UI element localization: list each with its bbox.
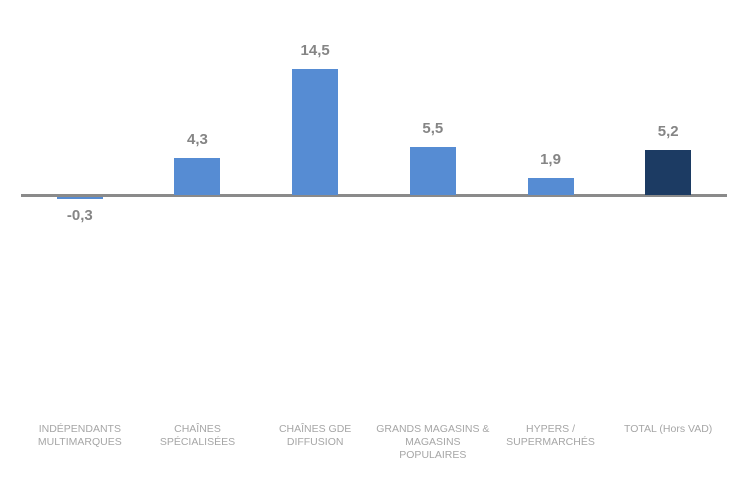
chart-category-group: 5,5 GRANDS MAGASINS & MAGASINS POPULAIRES xyxy=(374,0,492,479)
category-axis-label: HYPERS / SUPERMARCHÉS xyxy=(506,423,595,448)
bar-value-label: 5,5 xyxy=(422,120,444,138)
category-axis-label: TOTAL (Hors VAD) xyxy=(624,423,713,435)
bar-value-label: 1,9 xyxy=(540,151,561,169)
category-axis-label: INDÉPENDANTS MULTIMARQUES xyxy=(37,423,122,448)
bar xyxy=(409,147,456,195)
category-axis-label: CHAÎNES GDE DIFFUSION xyxy=(278,423,352,448)
bar-value-label: 4,3 xyxy=(187,130,208,148)
chart-category-group: 4,3 CHAÎNES SPÉCIALISÉES xyxy=(139,0,257,479)
bar xyxy=(174,157,221,195)
chart-category-group: 5,2 TOTAL (Hors VAD) xyxy=(609,0,727,479)
bar xyxy=(645,149,692,195)
bar xyxy=(527,178,574,195)
bar-value-label: 14,5 xyxy=(300,41,330,59)
category-axis-label: CHAÎNES SPÉCIALISÉES xyxy=(159,423,236,448)
x-axis-line xyxy=(21,194,727,197)
bar-value-label: 5,2 xyxy=(657,122,679,140)
chart-category-group: -0,3 INDÉPENDANTS MULTIMARQUES xyxy=(21,0,139,479)
chart-category-group: 14,5 CHAÎNES GDE DIFFUSION xyxy=(256,0,374,479)
bar xyxy=(56,196,103,200)
chart-category-group: 1,9 HYPERS / SUPERMARCHÉS xyxy=(492,0,610,479)
category-axis-label: GRANDS MAGASINS & MAGASINS POPULAIRES xyxy=(376,423,490,461)
bar-value-label: -0,3 xyxy=(66,207,93,225)
bar xyxy=(292,68,339,195)
